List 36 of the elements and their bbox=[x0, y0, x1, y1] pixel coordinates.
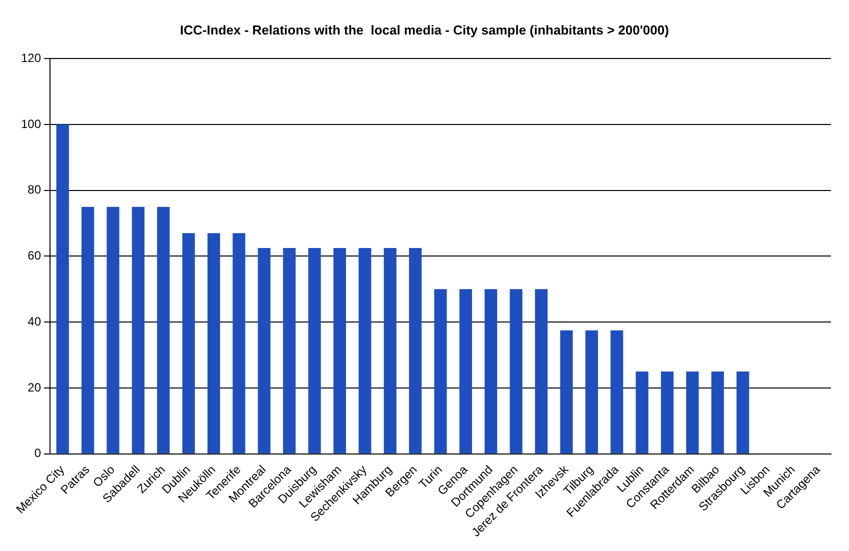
bar bbox=[132, 206, 144, 454]
bar bbox=[434, 289, 447, 454]
bar bbox=[182, 233, 195, 454]
bar bbox=[384, 248, 396, 454]
bar bbox=[106, 206, 120, 454]
bar bbox=[82, 206, 94, 454]
bar bbox=[232, 233, 246, 454]
y-tick-label: 100 bbox=[20, 116, 42, 131]
bar bbox=[358, 248, 372, 454]
bar bbox=[534, 289, 548, 454]
bar bbox=[258, 248, 270, 454]
bar bbox=[157, 206, 170, 454]
bar bbox=[510, 289, 522, 454]
bar bbox=[409, 248, 422, 454]
bar bbox=[283, 248, 296, 454]
y-tick-label: 0 bbox=[34, 446, 42, 460]
bar bbox=[736, 372, 750, 454]
bar bbox=[610, 330, 624, 454]
bar bbox=[660, 372, 674, 454]
y-tick-label: 120 bbox=[20, 50, 42, 65]
bar bbox=[585, 330, 598, 454]
y-tick-label: 80 bbox=[28, 182, 42, 197]
bar bbox=[56, 124, 69, 454]
bar bbox=[636, 372, 648, 454]
bar bbox=[560, 330, 573, 454]
bar bbox=[308, 248, 321, 454]
y-tick-label: 40 bbox=[28, 314, 42, 328]
bar bbox=[711, 372, 724, 454]
y-tick-label: 60 bbox=[28, 248, 42, 263]
bar bbox=[686, 372, 699, 454]
bar bbox=[484, 289, 498, 454]
chart-title: ICC-Index - Relations with the local media - City sample (inhabitants > 200'000) bbox=[180, 22, 669, 38]
bar bbox=[207, 233, 220, 454]
bar bbox=[459, 289, 472, 454]
y-tick-label: 20 bbox=[28, 380, 42, 394]
bar bbox=[333, 248, 346, 454]
